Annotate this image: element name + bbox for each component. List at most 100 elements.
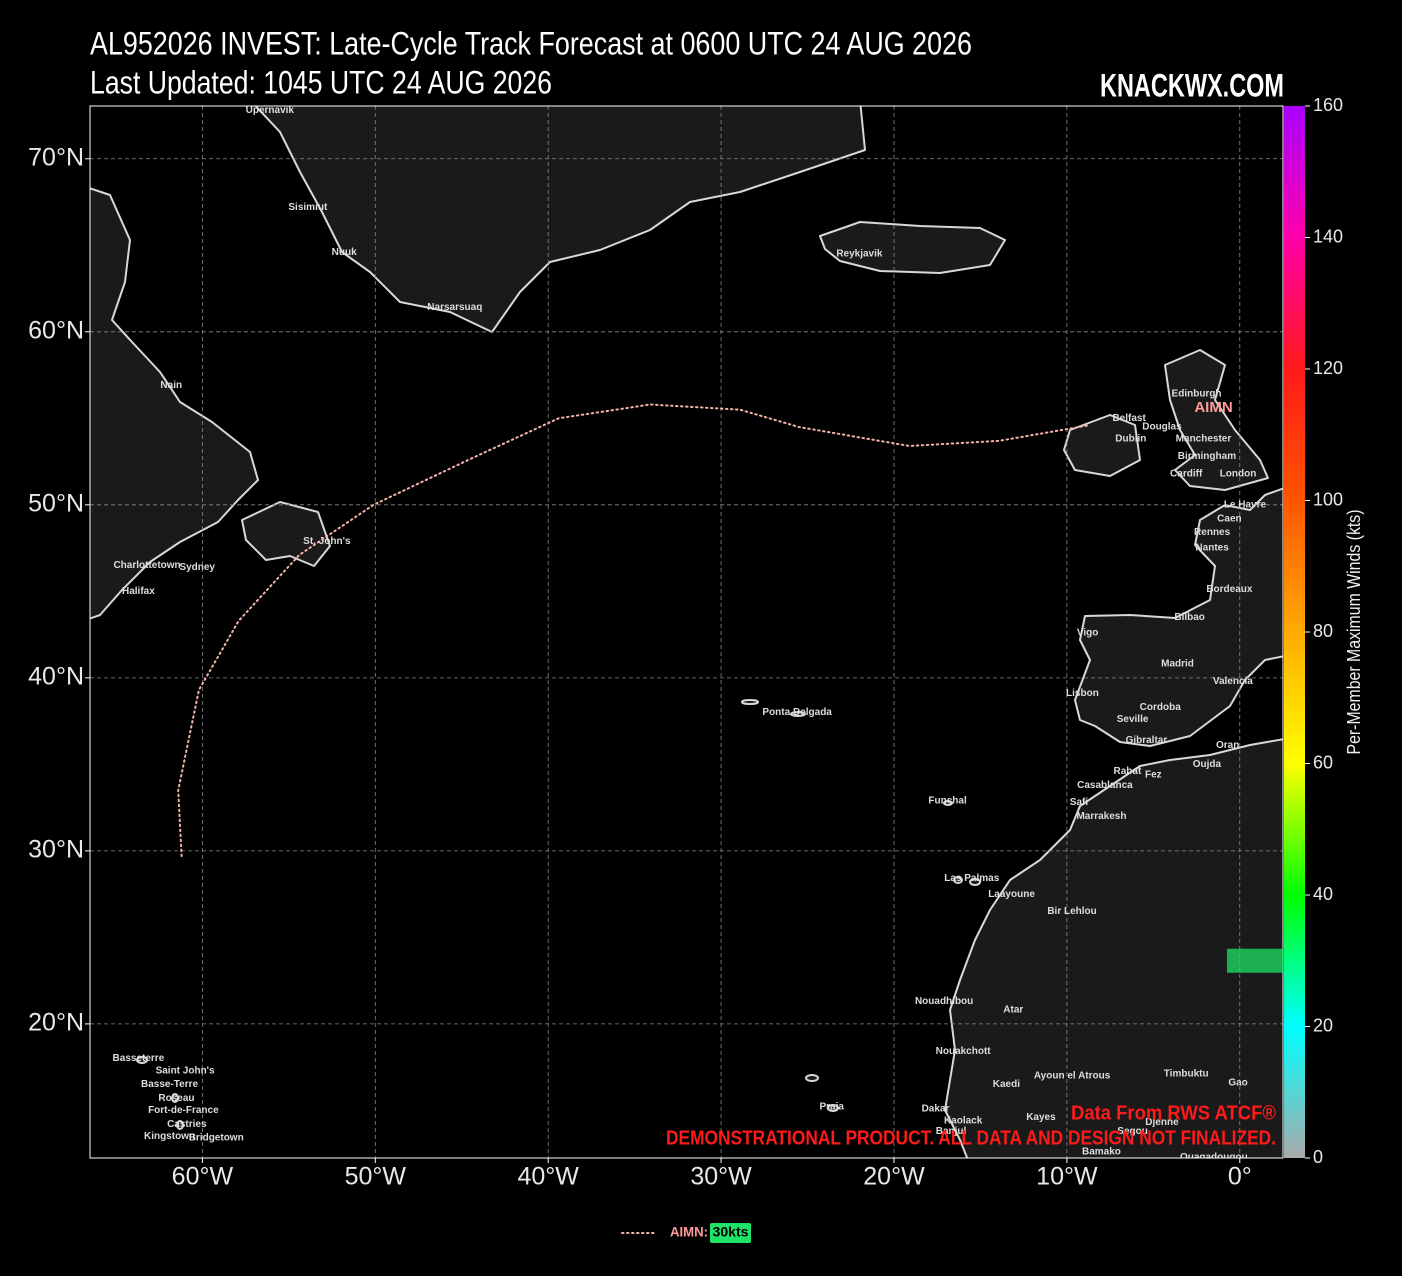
x-tick-label: 0° xyxy=(1228,1163,1252,1191)
canaries xyxy=(953,876,963,884)
city-label: Fort-de-France xyxy=(148,1105,219,1116)
city-label: Sisimiut xyxy=(288,202,328,213)
canaries xyxy=(969,878,981,886)
great-britain xyxy=(1164,349,1269,491)
x-tick-label: 40°W xyxy=(517,1163,579,1191)
city-label: Kaolack xyxy=(944,1115,983,1126)
city-label: Vigo xyxy=(1077,628,1098,639)
colorbar-tick-label: 140 xyxy=(1313,226,1343,246)
cape-verde xyxy=(805,1074,819,1082)
city-label: Cardiff xyxy=(1170,468,1203,479)
colorbar-tick-label: 60 xyxy=(1313,752,1333,772)
city-label: Upernavik xyxy=(246,105,295,116)
azores xyxy=(790,711,806,717)
city-label: Segou xyxy=(1117,1126,1148,1137)
city-layer: Upernavik Sisimiut Nuuk Narsarsuaq Reykjavik… xyxy=(113,105,1267,1163)
city-label: Caen xyxy=(1217,513,1241,524)
city-label: Nouadhibou xyxy=(915,996,973,1007)
africa xyxy=(944,738,1283,1158)
city-label: Marrakesh xyxy=(1076,811,1126,822)
colorbar-ramp xyxy=(1284,106,1305,1158)
city-label: Oujda xyxy=(1193,759,1222,770)
city-label: Nantes xyxy=(1195,543,1229,554)
x-tick-label: 60°W xyxy=(172,1163,234,1191)
city-label: London xyxy=(1220,468,1257,479)
city-label: Saint John's xyxy=(156,1065,215,1076)
colorbar-tick-label: 0 xyxy=(1313,1147,1323,1167)
chart-title: AL952026 INVEST: Late-Cycle Track Foreca… xyxy=(90,25,972,61)
x-tick-label: 50°W xyxy=(345,1163,407,1191)
city-label: Reykjavik xyxy=(836,249,883,260)
colorbar-tick-label: 100 xyxy=(1313,489,1343,509)
colorbar-tick-label: 20 xyxy=(1313,1015,1333,1035)
city-label: Ayoun el Atrous xyxy=(1034,1070,1111,1081)
track-line xyxy=(177,403,1091,858)
city-label: Bridgetown xyxy=(189,1133,244,1144)
y-tick-label: 70°N xyxy=(28,143,84,171)
city-label: Charlottetown xyxy=(113,560,180,571)
city-label: Praia xyxy=(820,1102,845,1113)
city-label: Madrid xyxy=(1161,659,1194,670)
city-label: Le Havre xyxy=(1224,499,1267,510)
city-label: Kingstown xyxy=(144,1131,195,1142)
city-label: Basse-Terre xyxy=(141,1079,199,1090)
city-label: Birmingham xyxy=(1178,451,1236,462)
x-tick-label: 20°W xyxy=(863,1163,925,1191)
city-label: Halifax xyxy=(122,586,155,597)
colorbar-tick-label: 120 xyxy=(1313,358,1343,378)
city-label: Laayoune xyxy=(988,889,1035,900)
city-label: Oran xyxy=(1216,740,1239,751)
brand: KNACKWX.COM xyxy=(1100,67,1284,103)
city-label: Belfast xyxy=(1112,413,1146,424)
city-label: Fez xyxy=(1145,769,1162,780)
map-frame xyxy=(89,105,1284,1159)
city-label: Dublin xyxy=(1115,434,1146,445)
city-label: Timbuktu xyxy=(1164,1069,1209,1080)
city-label: Rabat xyxy=(1113,766,1141,777)
city-label: Lisbon xyxy=(1066,688,1099,699)
legend-wind-badge xyxy=(710,1223,751,1243)
chart-subtitle: Last Updated: 1045 UTC 24 AUG 2026 xyxy=(90,64,552,100)
colorbar-tick-label: 160 xyxy=(1313,95,1343,115)
x-tick-label: 30°W xyxy=(690,1163,752,1191)
caribbean-island xyxy=(176,1120,184,1130)
city-label: St. John's xyxy=(303,536,351,547)
madeira xyxy=(943,800,953,806)
city-label: Bordeaux xyxy=(1206,584,1253,595)
city-label: Gao xyxy=(1228,1077,1247,1088)
city-label: Ouagadougou xyxy=(1180,1152,1248,1163)
city-label: Ponta Delgada xyxy=(762,707,832,718)
city-label: Casablanca xyxy=(1077,780,1133,791)
y-tick-label: 20°N xyxy=(28,1009,84,1037)
city-label: Nouakchott xyxy=(936,1046,992,1057)
greenland xyxy=(254,106,866,333)
cape-verde xyxy=(827,1104,839,1112)
city-label: Djenne xyxy=(1145,1117,1179,1128)
y-tick-label: 60°N xyxy=(28,316,84,344)
colorbar-tick-label: 40 xyxy=(1313,884,1333,904)
city-label: Kaedi xyxy=(993,1079,1020,1090)
city-label: Banjul xyxy=(936,1126,967,1137)
city-label: Bamako xyxy=(1082,1147,1121,1158)
track-end-label: AIMN xyxy=(1194,399,1232,416)
source-note: Data From RWS ATCF® xyxy=(1071,1102,1276,1124)
caribbean-island xyxy=(171,1093,179,1103)
tick-layer: 60°W 50°W 40°W 30°W 20°W 10°W 0° 20°N 30°N 40°N 50… xyxy=(28,143,1252,1190)
colorbar: 0 20 40 60 80 100 120 140 160 xyxy=(1227,95,1343,1167)
city-label: Bilbao xyxy=(1174,612,1205,623)
legend-wind-label: 30kts xyxy=(713,1224,749,1240)
city-label: Atar xyxy=(1003,1005,1023,1016)
city-label: Nain xyxy=(160,380,182,391)
city-label: Sydney xyxy=(179,562,215,573)
city-label: Las Palmas xyxy=(944,873,999,884)
city-label: Funchal xyxy=(928,795,967,806)
city-label: Manchester xyxy=(1176,434,1232,445)
city-label: Rennes xyxy=(1194,527,1231,538)
ireland xyxy=(1063,414,1141,477)
city-label: Edinburgh xyxy=(1172,389,1222,400)
disclaimer: DEMONSTRATIONAL PRODUCT. ALL DATA AND DE… xyxy=(666,1127,1276,1149)
newfoundland xyxy=(241,501,331,567)
city-label: Seville xyxy=(1117,714,1149,725)
city-label: Castries xyxy=(167,1119,207,1130)
